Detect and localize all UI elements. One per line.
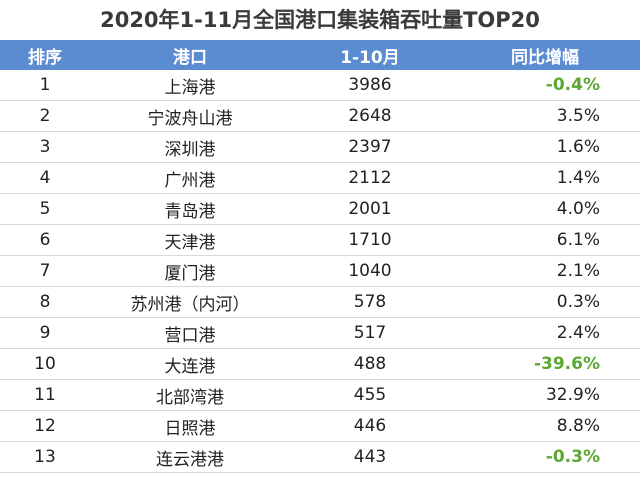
column-header: 港口 [90, 40, 290, 70]
table-row: 5 青岛港 2001 4.0% [0, 193, 640, 225]
table-cell: 北部湾港 [90, 379, 290, 411]
table-row: 2 宁波舟山港 2648 3.5% [0, 100, 640, 132]
table-cell: 2001 [290, 193, 450, 225]
table-row: 1 上海港 3986 -0.4% [0, 70, 640, 101]
table-row: 11 北部湾港 455 32.9% [0, 379, 640, 411]
table-cell: 5 [0, 193, 90, 225]
table-cell: 1 [0, 70, 90, 101]
table-cell: 广州港 [90, 162, 290, 194]
table-cell: 2.1% [450, 255, 640, 287]
table-row: 7 厦门港 1040 2.1% [0, 255, 640, 287]
table-cell: 578 [290, 286, 450, 318]
table-row: 12 日照港 446 8.8% [0, 410, 640, 442]
table-cell: 446 [290, 410, 450, 442]
table-cell: 1040 [290, 255, 450, 287]
table-row: 10 大连港 488 -39.6% [0, 348, 640, 380]
table-title: 2020年1-11月全国港口集装箱吞吐量TOP20 [100, 8, 540, 32]
table-cell: 3986 [290, 70, 450, 101]
table-cell: 8.8% [450, 410, 640, 442]
table-cell: 32.9% [450, 379, 640, 411]
table-cell: 12 [0, 410, 90, 442]
ranking-table: 排序 港口 1-10月 同比增幅 1 上海港 3986 -0.4% 2 宁波舟山港 2648 3.5… [0, 40, 640, 473]
table-cell: 苏州港（内河） [90, 286, 290, 318]
table-cell: 连云港港 [90, 441, 290, 473]
table-cell: 6.1% [450, 224, 640, 256]
table-cell: -39.6% [450, 348, 640, 380]
table-cell: 13 [0, 441, 90, 473]
table-row: 13 连云港港 443 -0.3% [0, 441, 640, 473]
table-cell: 443 [290, 441, 450, 473]
table-cell: 8 [0, 286, 90, 318]
table-row: 8 苏州港（内河） 578 0.3% [0, 286, 640, 318]
table-cell: 1710 [290, 224, 450, 256]
table-cell: 上海港 [90, 70, 290, 101]
table-cell: 6 [0, 224, 90, 256]
column-header: 同比增幅 [450, 40, 640, 70]
table-cell: 1.4% [450, 162, 640, 194]
table-cell: 天津港 [90, 224, 290, 256]
table-cell: 1.6% [450, 131, 640, 163]
table-cell: 营口港 [90, 317, 290, 349]
table-row: 4 广州港 2112 1.4% [0, 162, 640, 194]
table-row: 9 营口港 517 2.4% [0, 317, 640, 349]
table-cell: 455 [290, 379, 450, 411]
header-row: 排序 港口 1-10月 同比增幅 [0, 40, 640, 70]
table-cell: 2648 [290, 100, 450, 132]
table-cell: 深圳港 [90, 131, 290, 163]
table-cell: 517 [290, 317, 450, 349]
table-cell: 大连港 [90, 348, 290, 380]
table-cell: 2.4% [450, 317, 640, 349]
column-header: 1-10月 [290, 40, 450, 70]
table-cell: 厦门港 [90, 255, 290, 287]
table-cell: 10 [0, 348, 90, 380]
table-cell: 青岛港 [90, 193, 290, 225]
table-cell: 宁波舟山港 [90, 100, 290, 132]
table-cell: -0.3% [450, 441, 640, 473]
table-cell: 日照港 [90, 410, 290, 442]
table-cell: 2112 [290, 162, 450, 194]
table-cell: 2397 [290, 131, 450, 163]
table-cell: 488 [290, 348, 450, 380]
table-cell: 11 [0, 379, 90, 411]
column-header: 排序 [0, 40, 90, 70]
table-cell: 4.0% [450, 193, 640, 225]
table-cell: -0.4% [450, 70, 640, 101]
table-cell: 2 [0, 100, 90, 132]
table-cell: 7 [0, 255, 90, 287]
table-row: 3 深圳港 2397 1.6% [0, 131, 640, 163]
table-row: 6 天津港 1710 6.1% [0, 224, 640, 256]
table-body: 1 上海港 3986 -0.4% 2 宁波舟山港 2648 3.5% 3 深圳港 2397 1.6% 4… [0, 70, 640, 473]
table-cell: 3 [0, 131, 90, 163]
table-cell: 4 [0, 162, 90, 194]
table-cell: 0.3% [450, 286, 640, 318]
table-cell: 3.5% [450, 100, 640, 132]
table-cell: 9 [0, 317, 90, 349]
